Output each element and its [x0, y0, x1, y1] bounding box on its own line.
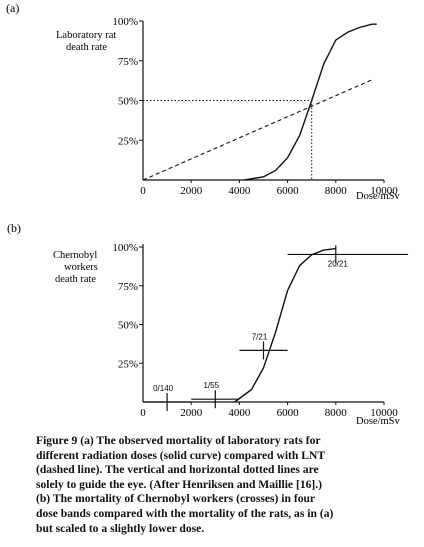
- figure-9-charts: (a) Laboratory rat death rate Dose/mSv 0…: [6, 1, 409, 427]
- panel-b-scaled-curve: [234, 247, 336, 403]
- panel-b-point-label: 7/21: [252, 332, 268, 341]
- panel-b-ytick-label: 75%: [118, 281, 138, 293]
- caption-line: solely to guide the eye. (After Henrikse…: [36, 477, 323, 491]
- panel-a-label: (a): [6, 1, 19, 15]
- figure-caption: Figure 9 (a) The observed mortality of l…: [36, 434, 408, 536]
- panel-a-xtick-label: 6000: [277, 185, 300, 197]
- panel-a-ytick-label: 75%: [118, 56, 138, 68]
- panel-a-xlabel: Dose/mSv: [356, 191, 401, 202]
- panel-a-xtick-label: 0: [140, 185, 146, 197]
- panel-b-ytick-label: 25%: [118, 358, 138, 370]
- panel-b-ylabel-line-3: death rate: [55, 274, 96, 285]
- caption-line: dose bands compared with the mortality o…: [36, 506, 334, 520]
- panel-b-xlabel: Dose/mSv: [356, 416, 401, 427]
- panel-a-chart: (a) Laboratory rat death rate Dose/mSv 0…: [6, 1, 401, 202]
- panel-b-point-label: 0/140: [153, 384, 174, 393]
- panel-a-xtick-label: 2000: [180, 185, 203, 197]
- panel-b-ylabel-line-2: workers: [64, 262, 98, 273]
- caption-line: but scaled to a slightly lower dose.: [36, 521, 205, 535]
- panel-b-ytick-label: 50%: [118, 320, 138, 332]
- panel-b-chart: (b) Chernobyl workers death rate Dose/mS…: [7, 221, 409, 427]
- panel-a-xtick-label: 4000: [228, 185, 251, 197]
- panel-a-xtick-label: 10000: [370, 185, 398, 197]
- caption-line: (b) The mortality of Chernobyl workers (…: [36, 492, 316, 506]
- panel-b-xtick-label: 8000: [325, 407, 348, 419]
- panel-b-point-label: 20/21: [328, 259, 349, 268]
- panel-b-xtick-label: 2000: [180, 407, 203, 419]
- panel-b-xtick-label: 0: [140, 407, 146, 419]
- panel-a-ylabel-line-2: death rate: [66, 42, 107, 53]
- panel-b-label: (b): [7, 221, 21, 235]
- panel-a-ytick-label: 100%: [112, 16, 138, 28]
- caption-line: Figure 9 (a) The observed mortality of l…: [36, 434, 321, 447]
- panel-b-xtick-label: 4000: [228, 407, 251, 419]
- panel-a-observed-curve: [244, 23, 377, 181]
- panel-a-lnt-line: [142, 79, 373, 181]
- panel-a-ytick-label: 50%: [118, 96, 138, 108]
- panel-a-ylabel-line-1: Laboratory rat: [56, 30, 116, 41]
- panel-b-point-label: 1/55: [204, 381, 220, 390]
- caption-line: different radiation doses (solid curve) …: [36, 448, 326, 462]
- panel-a-xtick-label: 8000: [325, 185, 348, 197]
- panel-b-ylabel-line-1: Chernobyl: [53, 250, 97, 261]
- panel-b-xtick-label: 10000: [370, 407, 398, 419]
- caption-line: (dashed line). The vertical and horizont…: [36, 463, 319, 477]
- panel-b-xtick-label: 6000: [277, 407, 300, 419]
- panel-b-ytick-label: 100%: [112, 242, 138, 254]
- panel-a-ytick-label: 25%: [118, 135, 138, 147]
